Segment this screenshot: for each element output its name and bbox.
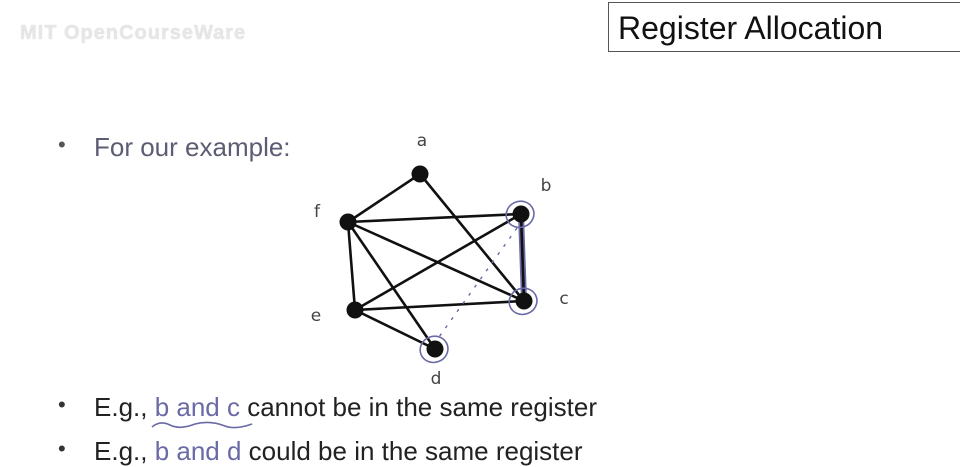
graph-node-labels: a b c d e f [311,131,569,389]
edge-a-f [346,172,422,224]
node-c [515,292,533,310]
dotted-edge-b-d [438,227,518,338]
bullet-dot-icon: • [58,392,66,417]
node-f [339,213,357,231]
edge-f-d [346,220,437,351]
bullet-cannot-suffix: cannot be in the same register [240,392,597,422]
edge-a-c [418,172,526,303]
node-circle-c [508,287,538,316]
node-label-d: d [431,369,442,389]
node-b [512,205,530,223]
bullet-could-prefix: E.g., [94,436,155,466]
edge-f-c [346,220,526,303]
underline-annotation [151,421,253,429]
edge-f-e [346,220,357,312]
bullet-could-suffix: could be in the same register [241,436,583,466]
graph-nodes [339,165,533,358]
node-label-b: b [541,176,552,196]
node-label-a: a [417,131,427,151]
node-label-c: c [559,289,568,309]
bullet-cannot-pair: b and c [154,392,240,422]
node-circle-d [419,335,449,364]
slide-title: Register Allocation [618,10,884,46]
edge-e-b [353,212,523,312]
node-e [346,301,364,319]
bullet-example: • For our example: [58,132,291,163]
node-label-f: f [314,202,321,222]
node-a [411,165,429,183]
graph-node-annotations [419,200,538,364]
graph-edges [346,172,527,351]
bullet-dot-icon: • [58,436,66,461]
node-label-e: e [311,306,321,326]
bullet-dot-icon: • [58,132,66,157]
edge-e-c [353,299,526,312]
slide-title-box: Register Allocation [608,2,960,52]
node-circle-b [505,200,535,229]
edge-f-b [346,212,523,224]
node-d [426,340,444,358]
bullet-cannot-prefix: E.g., [94,392,155,422]
bullet-cannot: • E.g., b and c cannot be in the same re… [58,392,597,423]
edge-b-c [519,212,526,303]
bullet-could: • E.g., b and d could be in the same reg… [58,436,583,467]
graph-dotted-edge [438,227,518,338]
bullet-example-text: For our example: [94,132,291,162]
bullet-could-pair: b and d [154,436,242,466]
watermark: MIT OpenCourseWare [20,22,247,44]
